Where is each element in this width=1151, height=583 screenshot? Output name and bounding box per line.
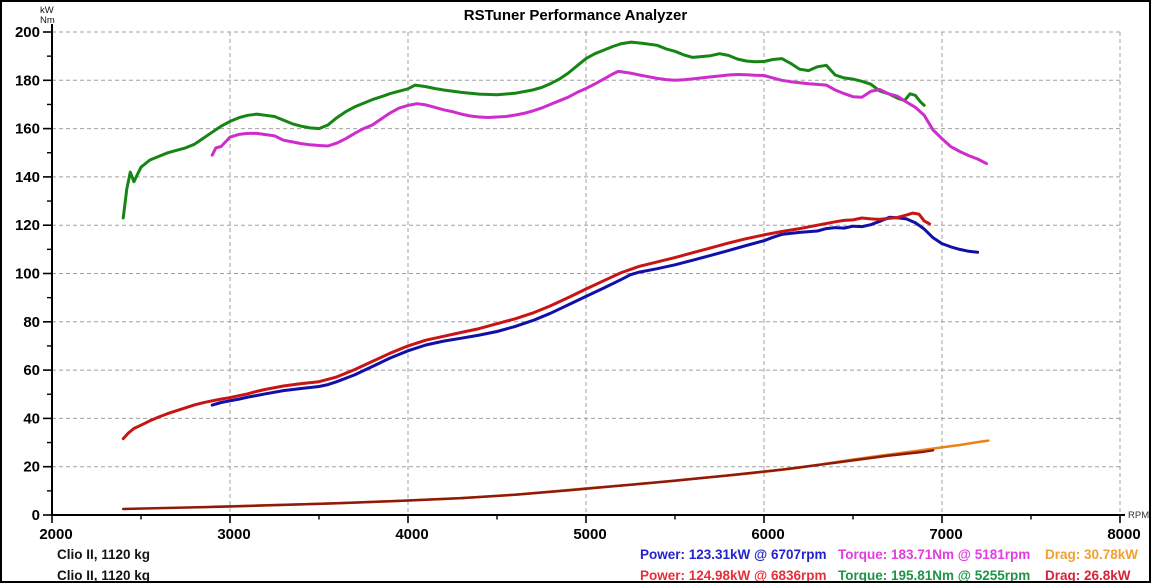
x-tick-label-3000: 3000	[217, 526, 250, 543]
x-tick-label-8000: 8000	[1107, 526, 1140, 543]
legend-power-run2: Power: 124.98kW @ 6836rpm	[640, 568, 827, 583]
y-tick-label-0: 0	[32, 507, 40, 524]
curve-torque-run2	[121, 40, 926, 220]
y-tick-label-100: 100	[15, 266, 40, 283]
y-tick-label-180: 180	[15, 72, 40, 89]
y-tick-label-80: 80	[23, 314, 40, 331]
y-tick-label-60: 60	[23, 362, 40, 379]
curve-torque-run1	[210, 69, 988, 166]
legend-drag-run1: Drag: 30.78kW	[1045, 547, 1139, 562]
y-unit-kw-label: kW	[40, 5, 54, 16]
chart-title: RSTuner Performance Analyzer	[463, 7, 688, 24]
y-tick-label-140: 140	[15, 169, 40, 186]
curve-drag-run2	[121, 449, 935, 511]
legend-drag-run2: Drag: 26.8kW	[1045, 568, 1131, 583]
x-tick-label-5000: 5000	[573, 526, 606, 543]
x-tick-label-7000: 7000	[929, 526, 962, 543]
x-unit-rpm-label: RPM	[1128, 510, 1149, 521]
y-tick-label-20: 20	[23, 459, 40, 476]
y-tick-label-200: 200	[15, 24, 40, 41]
y-tick-label-120: 120	[15, 217, 40, 234]
y-tick-label-40: 40	[23, 410, 40, 427]
x-tick-label-4000: 4000	[395, 526, 428, 543]
legend-power-run1: Power: 123.31kW @ 6707rpm	[640, 547, 827, 562]
curve-drag-run1	[210, 439, 990, 509]
vehicle-label-run1: Clio II, 1120 kg	[57, 547, 151, 562]
y-tick-label-160: 160	[15, 121, 40, 138]
x-tick-label-6000: 6000	[751, 526, 784, 543]
x-tick-label-2000: 2000	[39, 526, 72, 543]
legend-torque-run1: Torque: 183.71Nm @ 5181rpm	[838, 547, 1031, 562]
y-unit-nm-label: Nm	[40, 15, 55, 26]
legend-torque-run2: Torque: 195.81Nm @ 5255rpm	[838, 568, 1031, 583]
curve-power-run1	[210, 215, 980, 407]
vehicle-label-run2: Clio II, 1120 kg	[57, 568, 151, 583]
curve-power-run2	[121, 211, 931, 441]
